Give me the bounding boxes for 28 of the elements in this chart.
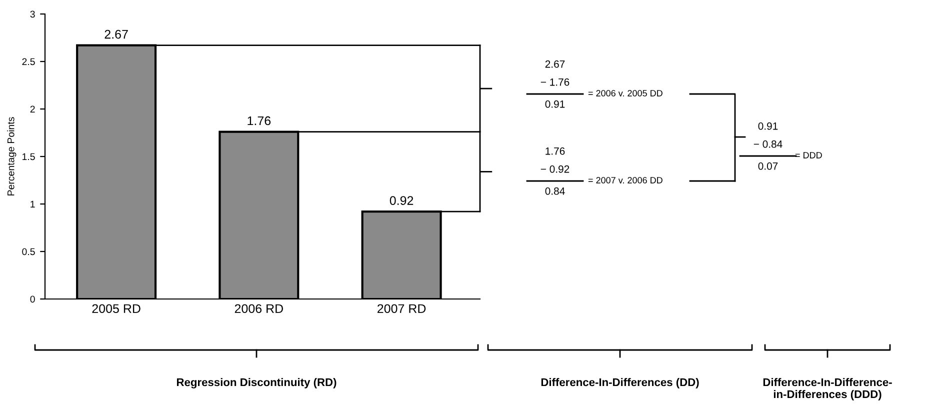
text: = 2006 v. 2005 DD [588, 90, 662, 96]
text: 2.67 [545, 60, 565, 68]
text: 0.07 [758, 162, 778, 170]
text: 0.91 [545, 100, 565, 108]
x-tick-label: 2006 RD [234, 304, 284, 314]
x-tick-label: 2005 RD [92, 304, 140, 314]
y-tick-label: 0.5 [22, 248, 35, 256]
y-tick-label: 1.5 [22, 153, 35, 160]
text: Difference-In-Difference- in-Differences (DDD) [763, 378, 892, 400]
text: 0.91 [758, 122, 778, 130]
data-label: 2.67 [104, 30, 128, 39]
text: 1.76 [546, 147, 565, 155]
x-tick-label: 2007 RD [378, 304, 426, 314]
y-tick-label: 1 [30, 200, 35, 208]
text: 0.84 [545, 187, 565, 195]
text: − 1.76 [540, 78, 570, 86]
text: − 0.84 [754, 140, 782, 148]
data-label: 0.92 [390, 196, 414, 205]
text: − 0.92 [540, 165, 570, 173]
data-label: 1.76 [248, 116, 271, 126]
y-tick-label: 0 [30, 296, 35, 303]
y-axis-title: Percentage Points [7, 117, 16, 196]
y-tick-label: 3 [30, 10, 35, 18]
text: = 2007 v. 2006 DD [588, 177, 662, 184]
text: Difference-In-Differences (DD) [541, 378, 699, 388]
y-tick-label: 2 [30, 106, 35, 113]
y-tick-label: 2.5 [22, 58, 35, 66]
text: Regression Discontinuity (RD) [176, 378, 336, 388]
